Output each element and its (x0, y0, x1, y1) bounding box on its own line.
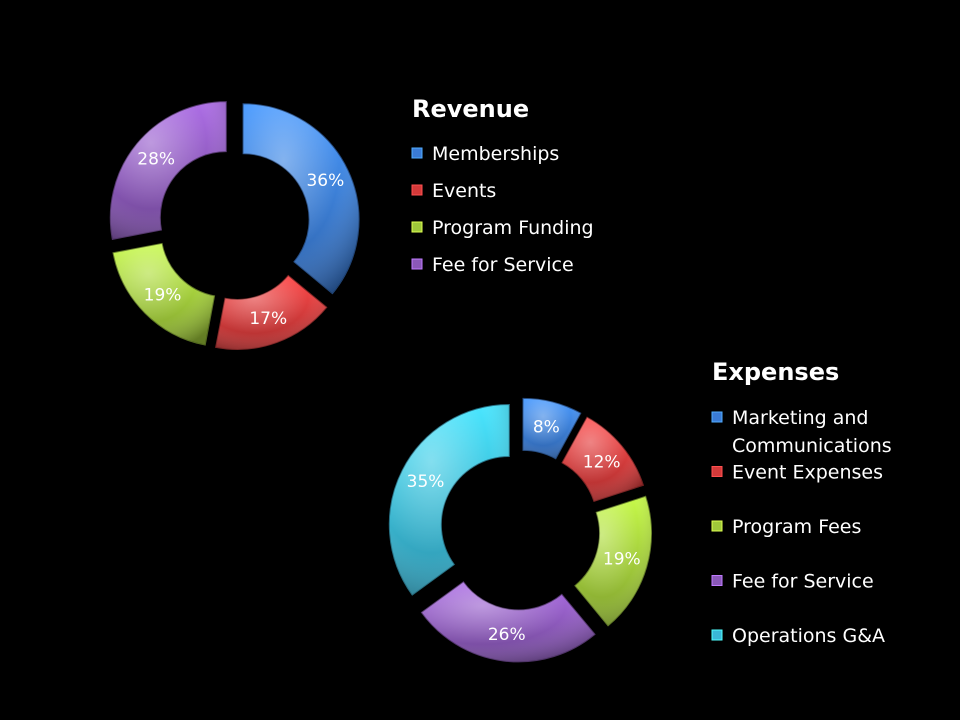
legend-swatch-operations-g-a (711, 629, 723, 641)
legend-swatch-memberships (411, 147, 423, 159)
legend-swatch-fee-for-service (711, 575, 723, 586)
legend-label-fee-for-service: Fee for Service (732, 571, 874, 593)
expenses-legend: Expenses Marketing and Communications Event… (711, 358, 892, 647)
slice-label-fee-for-service: 28% (137, 150, 175, 170)
legend-label-program-funding: Program Funding (432, 217, 594, 239)
slice-fee-for-service (109, 101, 227, 240)
legend-title: Revenue (412, 95, 529, 123)
slice-label-events: 17% (249, 309, 287, 329)
slice-label-program-fees: 19% (603, 550, 641, 570)
expenses-donut-chart: 8% 12% 19% 26% 35% (388, 397, 653, 663)
legend-title: Expenses (712, 358, 839, 386)
legend-label-events: Events (432, 180, 496, 202)
legend-swatch-event-expenses (711, 466, 723, 477)
revenue-donut-chart: 36% 17% 19% 28% (109, 101, 360, 350)
slice-label-program-funding: 19% (144, 285, 182, 305)
slice-label-fee-for-service: 26% (488, 625, 526, 645)
slice-label-operations-g-a: 35% (407, 472, 445, 492)
legend-label-marketing-and-communications: Marketing and Communications (732, 407, 892, 457)
slice-operations-g-a (388, 404, 510, 596)
slice-fee-for-service (420, 581, 596, 663)
legend-label-memberships: Memberships (432, 143, 559, 165)
slice-memberships (242, 103, 360, 295)
slice-label-marketing-and-communications: 8% (533, 417, 560, 437)
legend-swatch-fee-for-service (411, 258, 423, 270)
slice-label-memberships: 36% (306, 171, 344, 191)
legend-swatch-program-funding (411, 221, 423, 233)
slice-label-event-expenses: 12% (583, 452, 621, 472)
legend-label-event-expenses: Event Expenses (732, 462, 883, 484)
legend-label-program-fees: Program Fees (732, 516, 861, 538)
legend-swatch-program-fees (711, 520, 723, 532)
legend-label-fee-for-service: Fee for Service (432, 254, 574, 276)
revenue-legend: Revenue Memberships Events Program Funding F… (411, 95, 594, 276)
legend-swatch-marketing-and-communications (711, 411, 723, 423)
legend-label-operations-g-a: Operations G&A (732, 625, 885, 647)
legend-swatch-events (411, 184, 423, 196)
